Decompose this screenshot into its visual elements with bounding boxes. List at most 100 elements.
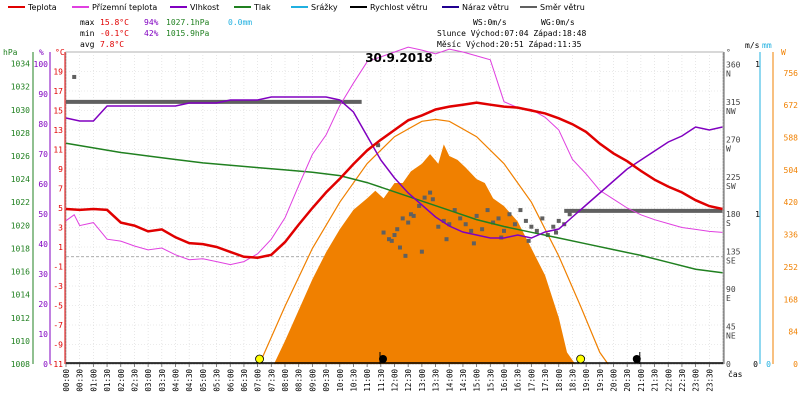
solar-theoretical-line bbox=[258, 118, 609, 365]
wind-speed-zero-label: 0 bbox=[753, 360, 758, 369]
direction-tick-label: 45 bbox=[726, 323, 736, 332]
stats-max-temperature: 15.8°C bbox=[100, 18, 129, 27]
pressure-tick-label: 1030 bbox=[11, 106, 30, 115]
direction-tick-label: 90 bbox=[726, 285, 736, 294]
temperature-axis-label: °C bbox=[55, 48, 65, 57]
pressure-tick-label: 1008 bbox=[11, 360, 30, 369]
temperature-tick-label: 13 bbox=[53, 126, 63, 135]
legend-label: Rychlost větru bbox=[370, 3, 427, 12]
stats-wind-gust: WG:0m/s bbox=[541, 18, 575, 27]
wind-direction-point bbox=[485, 208, 490, 213]
stats-avg-label: avg bbox=[80, 40, 95, 49]
x-tick-label: 20:30 bbox=[623, 369, 632, 392]
x-tick-label: 10:30 bbox=[349, 369, 358, 392]
pressure-tick-label: 1010 bbox=[11, 337, 30, 346]
stats-max-rain: 0.0mm bbox=[228, 18, 252, 27]
stats-sun: Slunce Východ:07:04 Západ:18:48 bbox=[437, 29, 586, 38]
humidity-tick-label: 40 bbox=[38, 240, 48, 249]
series: 30.9.2018 bbox=[65, 46, 723, 365]
compass-tick-label: W bbox=[726, 144, 731, 153]
humidity-tick-label: 70 bbox=[38, 150, 48, 159]
direction-tick-label: 315 bbox=[726, 98, 741, 107]
humidity-tick-label: 100 bbox=[34, 60, 49, 69]
wind-direction-point bbox=[469, 228, 474, 233]
direction-axis-label: ° bbox=[726, 48, 731, 57]
radiation-tick-label: 504 bbox=[784, 166, 799, 175]
x-tick-label: 21:30 bbox=[651, 369, 660, 392]
wind-direction-point bbox=[397, 245, 402, 250]
direction-tick-label: 225 bbox=[726, 173, 741, 182]
radiation-tick-label: 252 bbox=[784, 263, 799, 272]
pressure-tick-label: 1026 bbox=[11, 152, 30, 161]
x-tick-label: 13:00 bbox=[418, 369, 427, 392]
wind-direction-point bbox=[551, 224, 556, 229]
stats-panel: max 15.8°C 94% 1027.1hPa 0.0mm min -0.1°C 42% 10… bbox=[80, 18, 586, 49]
wind-direction-point bbox=[392, 233, 397, 238]
x-tick-label: 14:00 bbox=[445, 369, 454, 392]
wind-speed-tick-label: 1 bbox=[755, 210, 760, 219]
wind-direction-point bbox=[419, 249, 424, 254]
direction-tick-label: 135 bbox=[726, 248, 741, 257]
x-tick-label: 03:00 bbox=[144, 369, 153, 392]
radiation-tick-label: 588 bbox=[784, 134, 799, 143]
compass-tick-label: SE bbox=[726, 257, 736, 266]
temperature-tick-label: 19 bbox=[53, 68, 63, 77]
x-tick-label: 06:30 bbox=[240, 369, 249, 392]
x-tick-label: 05:30 bbox=[213, 369, 222, 392]
wind-direction-point bbox=[389, 238, 394, 243]
x-tick-label: 07:00 bbox=[254, 369, 263, 392]
pressure-tick-label: 1028 bbox=[11, 129, 30, 138]
wind-direction-point bbox=[567, 212, 572, 217]
humidity-tick-label: 60 bbox=[38, 180, 48, 189]
wind-direction-point bbox=[502, 228, 506, 233]
x-tick-label: 18:00 bbox=[555, 369, 564, 392]
x-tick-label: 00:00 bbox=[62, 369, 71, 392]
x-tick-label: 11:00 bbox=[363, 369, 372, 392]
stats-max-humidity: 94% bbox=[144, 18, 159, 27]
legend: Teplota Přízemní teplota Vlhkost Tlak Srážky… bbox=[8, 3, 585, 12]
temperature-tick-label: 17 bbox=[53, 87, 63, 96]
pressure-tick-label: 1034 bbox=[11, 60, 30, 69]
wind-direction-point bbox=[556, 218, 561, 223]
temperature-tick-label: 1 bbox=[58, 243, 63, 252]
x-tick-label: 20:00 bbox=[610, 369, 619, 392]
stats-moon: Měsíc Východ:20:51 Západ:11:35 bbox=[437, 40, 582, 49]
x-tick-label: 23:30 bbox=[705, 369, 714, 392]
x-tick-label: 21:00 bbox=[637, 369, 646, 392]
wind-direction-point bbox=[428, 190, 433, 195]
wind-direction-point bbox=[540, 216, 545, 221]
x-tick-label: 08:30 bbox=[295, 369, 304, 392]
temperature-tick-label: -7 bbox=[53, 321, 63, 330]
temperature-line bbox=[65, 101, 723, 259]
humidity-line bbox=[65, 96, 723, 239]
legend-label: Srážky bbox=[311, 3, 338, 12]
wind-direction-point bbox=[496, 216, 501, 221]
radiation-tick-label: 420 bbox=[784, 198, 799, 207]
x-tick-label: 13:30 bbox=[432, 369, 441, 392]
direction-tick-label: 360 bbox=[726, 60, 741, 69]
wind-direction-point bbox=[436, 224, 441, 229]
compass-tick-label: E bbox=[726, 294, 731, 303]
wind-direction-point bbox=[474, 213, 479, 218]
temperature-tick-label: 9 bbox=[58, 165, 63, 174]
x-tick-label: 19:00 bbox=[582, 369, 591, 392]
x-tick-label: 12:00 bbox=[391, 369, 400, 392]
x-tick-label: 09:00 bbox=[308, 369, 317, 392]
x-tick-label: 22:30 bbox=[678, 369, 687, 392]
pressure-tick-label: 1022 bbox=[11, 198, 30, 207]
legend-label: Tlak bbox=[253, 3, 271, 12]
x-tick-label: 14:30 bbox=[459, 369, 468, 392]
wind-direction-point bbox=[529, 224, 534, 229]
stats-avg-temperature: 7.8°C bbox=[100, 40, 124, 49]
stats-max-label: max bbox=[80, 18, 95, 27]
wind-direction-point bbox=[376, 143, 381, 148]
x-tick-label: 01:00 bbox=[89, 369, 98, 392]
x-tick-label: 17:30 bbox=[541, 369, 550, 392]
x-tick-label: 11:30 bbox=[377, 369, 386, 392]
x-tick-label: 16:00 bbox=[500, 369, 509, 392]
wind-direction-point bbox=[387, 237, 392, 242]
temperature-tick-label: 7 bbox=[58, 185, 63, 194]
humidity-tick-label: 0 bbox=[43, 360, 48, 369]
x-tick-label: 18:30 bbox=[568, 369, 577, 392]
legend-label: Směr větru bbox=[540, 3, 585, 12]
